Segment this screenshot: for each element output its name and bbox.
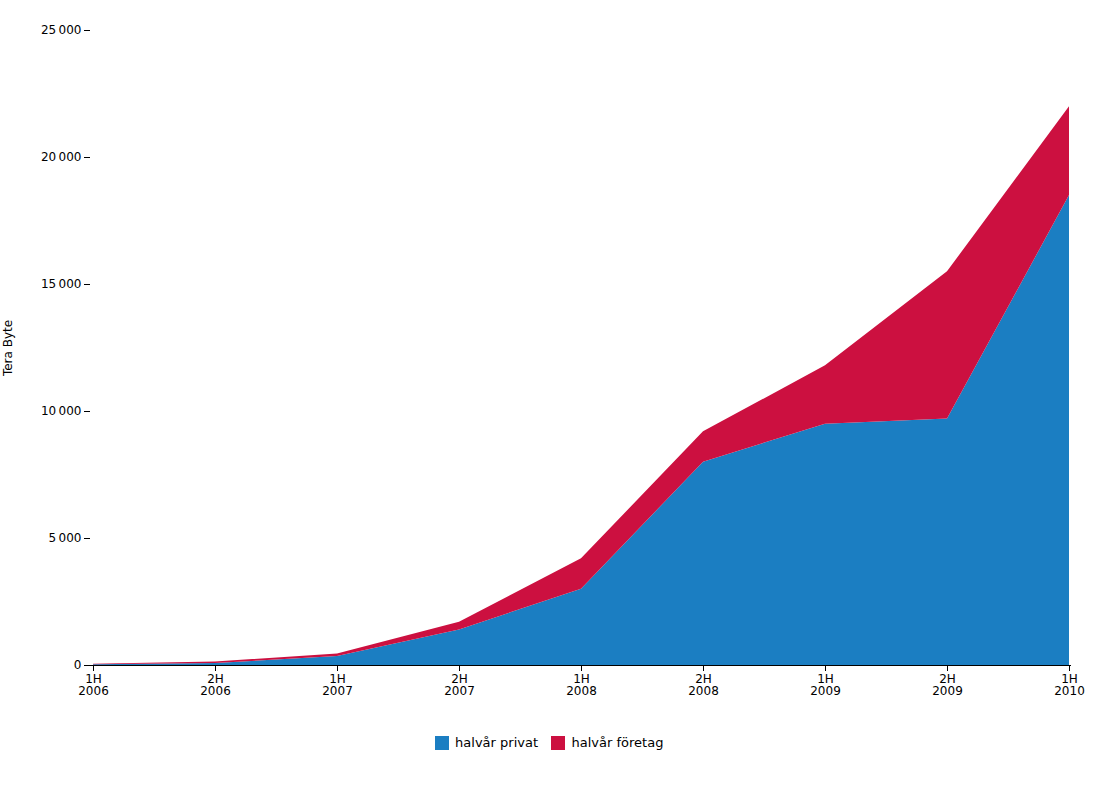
- svg-text:2H2008: 2H2008: [688, 672, 719, 698]
- svg-text:Tera Byte: Tera Byte: [1, 320, 15, 377]
- svg-text:1H2008: 1H2008: [566, 672, 597, 698]
- svg-text:15 000: 15 000: [41, 277, 82, 291]
- html-text:halvår företag: halvår företag: [571, 735, 664, 750]
- svg-text:5 000: 5 000: [49, 531, 82, 545]
- svg-text:1H2009: 1H2009: [810, 672, 841, 698]
- svg-text:1H2010: 1H2010: [1054, 672, 1085, 698]
- svg-text:2H2009: 2H2009: [932, 672, 963, 698]
- svg-text:2H2006: 2H2006: [200, 672, 231, 698]
- svg-text:10 000: 10 000: [41, 404, 82, 418]
- html-text:halvår privat: halvår privat: [455, 735, 538, 750]
- svg-text:1H2006: 1H2006: [78, 672, 109, 698]
- svg-text:2H2007: 2H2007: [444, 672, 475, 698]
- svg-text:20 000: 20 000: [41, 150, 82, 164]
- svg-text:25 000: 25 000: [41, 23, 82, 37]
- svg-text:0: 0: [74, 658, 82, 672]
- svg-text:1H2007: 1H2007: [322, 672, 353, 698]
